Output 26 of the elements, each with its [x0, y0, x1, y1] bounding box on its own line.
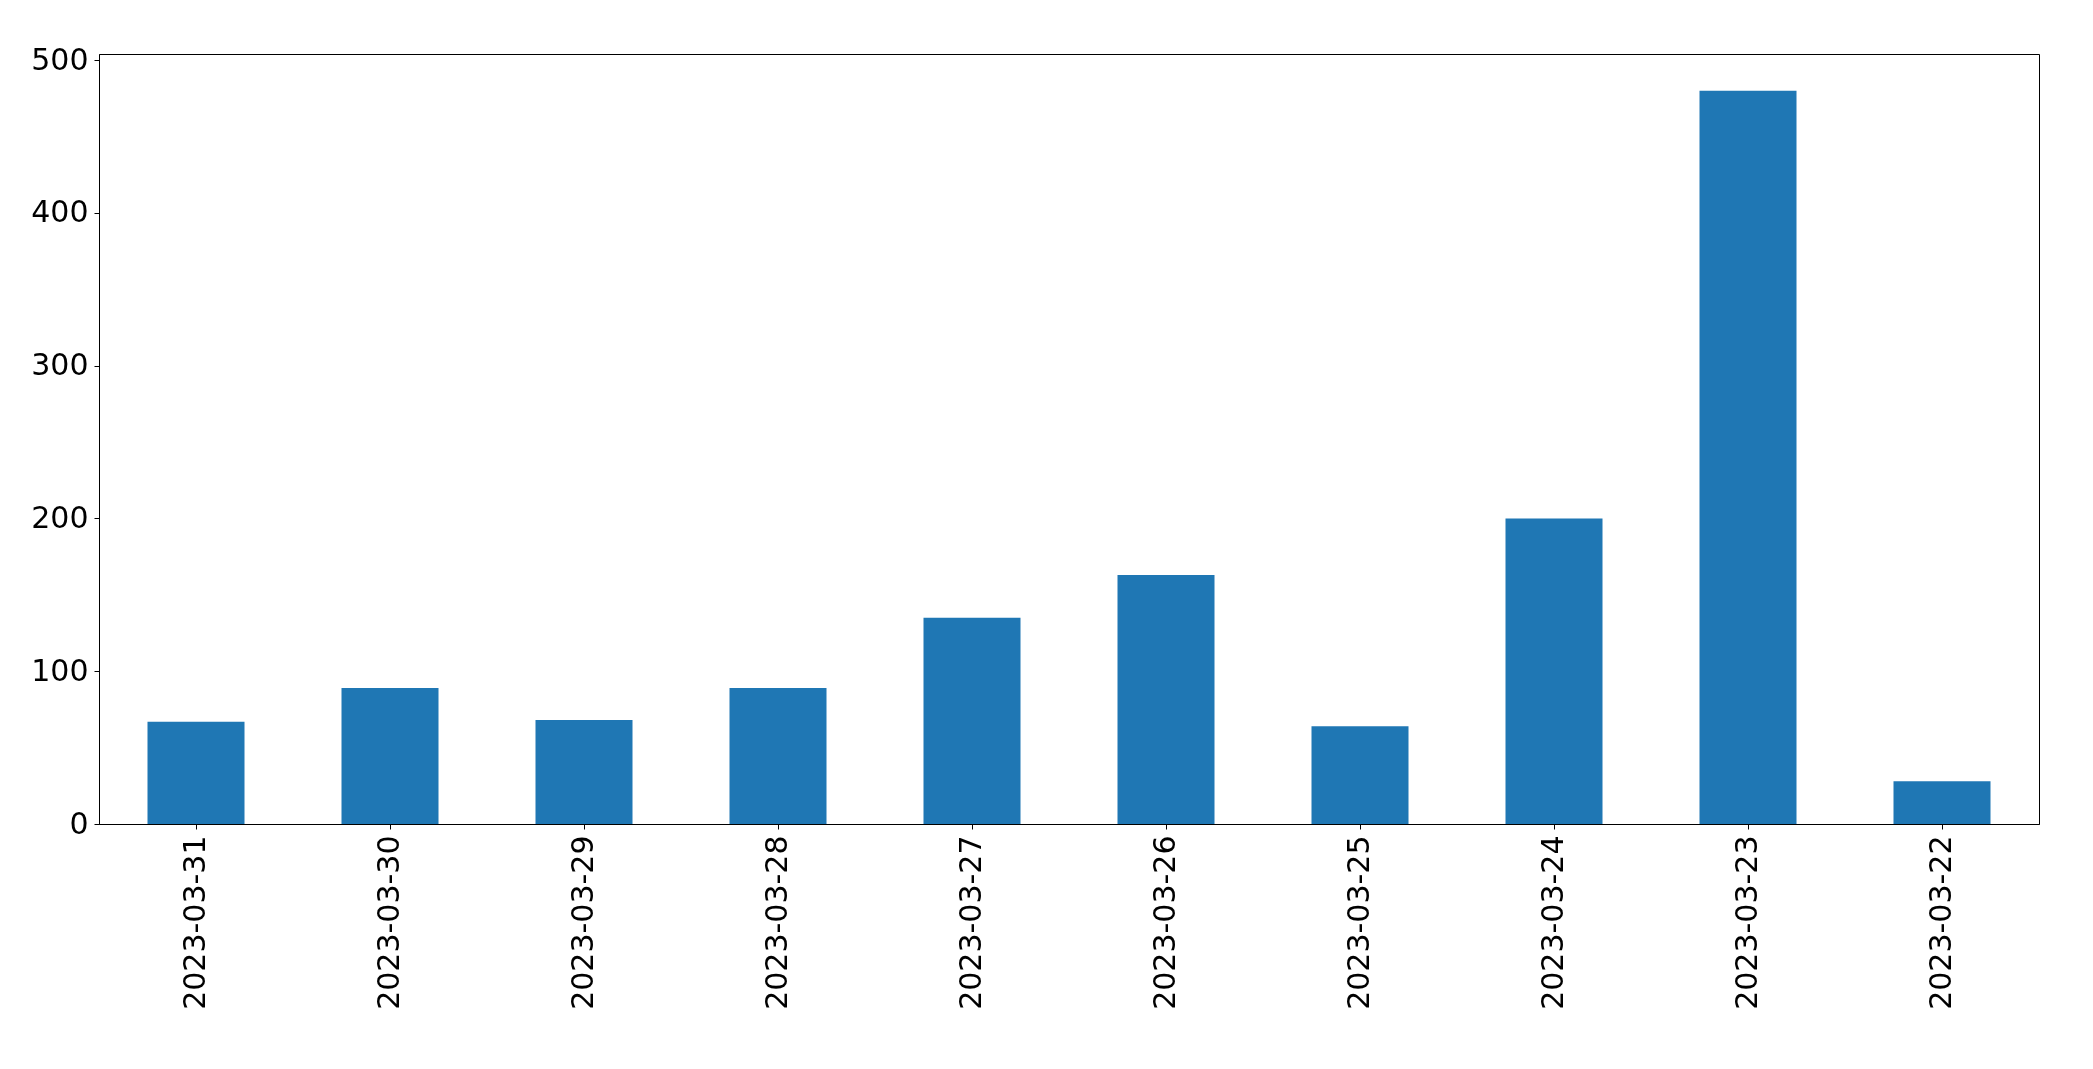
y-tick-label: 0: [69, 805, 89, 841]
bar: [729, 688, 827, 824]
x-tick-label: 2023-03-31: [177, 835, 212, 1010]
bar: [1893, 781, 1991, 824]
bar: [147, 721, 245, 824]
bar: [1505, 518, 1603, 824]
x-tick-label: 2023-03-24: [1535, 835, 1570, 1010]
bar: [1117, 574, 1215, 824]
x-tick-label: 2023-03-29: [565, 835, 600, 1010]
x-tick-label: 2023-03-30: [371, 835, 406, 1010]
x-tick-label: 2023-03-22: [1923, 835, 1958, 1010]
y-tick-label: 400: [31, 194, 89, 230]
x-tick-label: 2023-03-27: [953, 835, 988, 1010]
x-tick-label: 2023-03-23: [1729, 835, 1764, 1010]
x-tick-label: 2023-03-28: [759, 835, 794, 1010]
x-tick-label: 2023-03-26: [1147, 835, 1182, 1010]
bar: [1311, 726, 1409, 824]
bar: [923, 617, 1021, 824]
y-tick-label: 100: [31, 652, 89, 688]
bar: [535, 720, 633, 824]
bar: [1699, 90, 1797, 824]
y-tick-label: 500: [31, 41, 89, 77]
y-tick-label: 300: [31, 347, 89, 383]
x-tick-label: 2023-03-25: [1341, 835, 1376, 1010]
bar: [341, 688, 439, 824]
y-tick-label: 200: [31, 499, 89, 535]
